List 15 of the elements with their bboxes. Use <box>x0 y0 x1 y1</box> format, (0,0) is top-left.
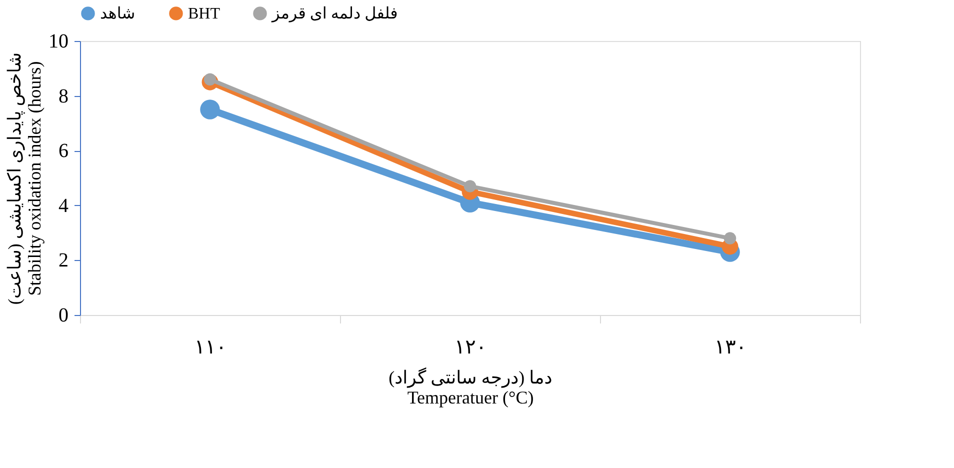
point <box>724 232 736 244</box>
point <box>200 100 220 120</box>
y-tick-label: 6 <box>58 140 68 162</box>
legend-label: فلفل دلمه ای قرمز <box>271 5 398 22</box>
point <box>464 180 476 192</box>
y-tick-label: 8 <box>58 85 68 108</box>
y-tick-label: 2 <box>58 250 68 272</box>
y-tick-label: 10 <box>48 30 68 52</box>
y-tick-label: 0 <box>58 304 68 326</box>
x-tick-label: ۱۲۰ <box>454 336 487 358</box>
x-tick-label: ۱۱۰ <box>194 336 227 358</box>
legend-label: BHT <box>188 5 220 22</box>
y-tick-label: 4 <box>58 194 68 217</box>
legend-label: شاهد <box>100 5 136 22</box>
x-tick-label: ۱۳۰ <box>714 336 747 358</box>
